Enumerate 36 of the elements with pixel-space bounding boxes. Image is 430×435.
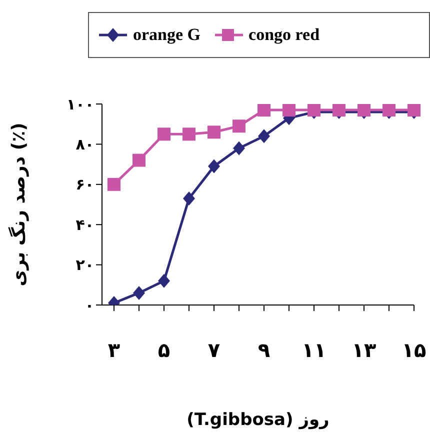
x-axis-title: (T.gibbosa) روز — [186, 410, 330, 430]
point — [158, 274, 170, 288]
point — [282, 104, 296, 117]
point — [308, 104, 320, 117]
x-tick-label: ۷ — [208, 338, 220, 362]
x-tick-label: ۵ — [158, 338, 170, 362]
x-tick-label: ۳ — [108, 338, 120, 362]
legend-label: orange G — [132, 25, 201, 45]
point — [408, 104, 420, 117]
point — [183, 191, 195, 206]
y-tick-label: ۱۰۰ — [66, 95, 94, 114]
y-tick-label: ۲۰ — [76, 256, 94, 274]
point — [132, 154, 146, 167]
point — [233, 141, 245, 156]
y-axis-title: درصد رنگ بری (٪) — [7, 122, 30, 286]
x-tick-label: ۱۵ — [402, 338, 426, 362]
point — [182, 128, 196, 141]
point — [108, 178, 120, 191]
legend-label: congo red — [248, 25, 320, 45]
point — [208, 159, 220, 174]
point — [258, 129, 270, 144]
point — [382, 104, 396, 117]
point — [208, 126, 220, 139]
y-tick-label: ۸۰ — [76, 136, 94, 154]
x-tick-label: ۱۱ — [302, 338, 326, 362]
y-tick-label: ۰ — [84, 296, 94, 314]
x-tick-label: ۹ — [258, 338, 270, 362]
point — [158, 128, 170, 141]
x-tick-label: ۱۳ — [352, 338, 376, 362]
y-tick-label: ۶۰ — [76, 176, 94, 194]
y-tick-label: ۴۰ — [76, 216, 94, 234]
point — [232, 120, 246, 133]
point — [332, 104, 346, 117]
point — [133, 286, 145, 300]
point — [258, 104, 270, 117]
point — [358, 104, 370, 117]
